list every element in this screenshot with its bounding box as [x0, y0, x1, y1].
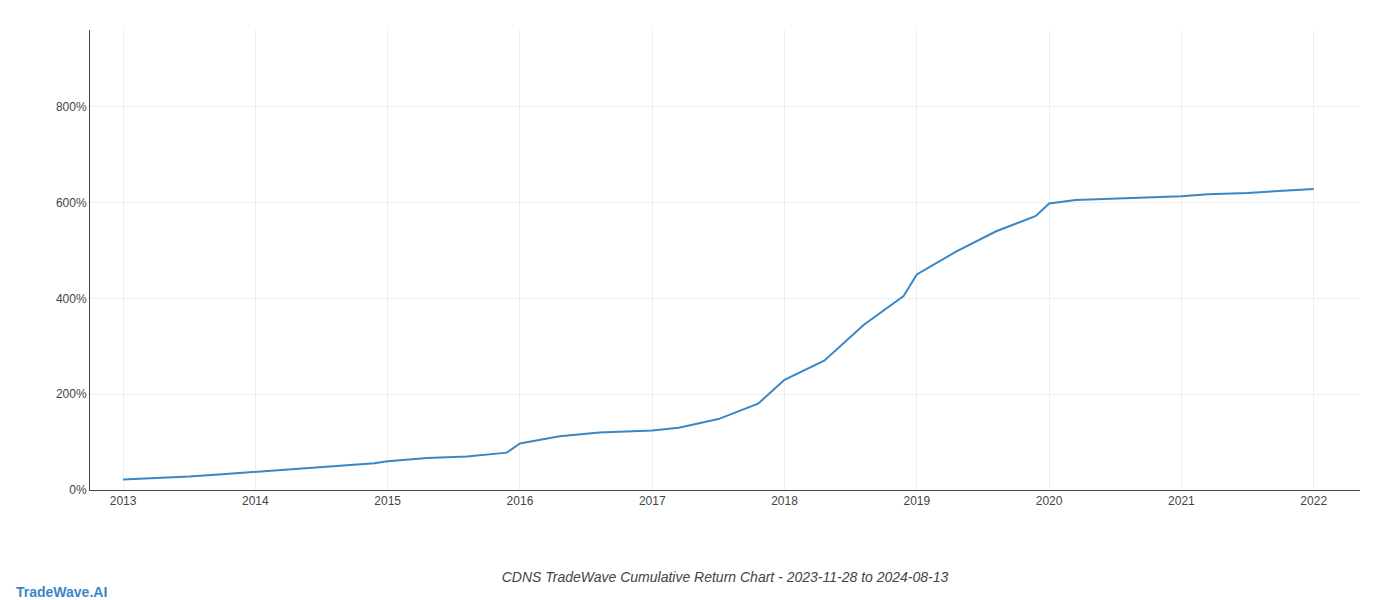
svg-text:2013: 2013: [110, 494, 137, 508]
svg-text:2017: 2017: [639, 494, 666, 508]
svg-text:2019: 2019: [903, 494, 930, 508]
svg-text:0%: 0%: [69, 483, 87, 497]
svg-text:2020: 2020: [1036, 494, 1063, 508]
svg-text:800%: 800%: [56, 100, 87, 114]
svg-text:2014: 2014: [242, 494, 269, 508]
svg-text:2015: 2015: [374, 494, 401, 508]
svg-text:200%: 200%: [56, 387, 87, 401]
svg-text:2016: 2016: [507, 494, 534, 508]
svg-text:2022: 2022: [1300, 494, 1327, 508]
svg-text:TradeWave.AI: TradeWave.AI: [16, 584, 107, 600]
svg-text:CDNS TradeWave Cumulative Retu: CDNS TradeWave Cumulative Return Chart -…: [502, 569, 949, 585]
svg-text:2018: 2018: [771, 494, 798, 508]
svg-text:600%: 600%: [56, 196, 87, 210]
svg-text:400%: 400%: [56, 292, 87, 306]
svg-text:2021: 2021: [1168, 494, 1195, 508]
